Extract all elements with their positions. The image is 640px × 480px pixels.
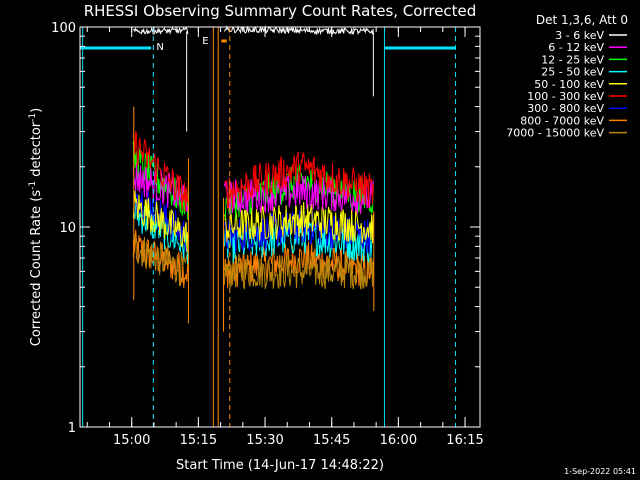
x-axis: 15:00 15:15 15:30 15:45 16:00 16:15 <box>86 27 484 448</box>
x-tick-label: 15:15 <box>180 433 217 448</box>
y-axis-label-sup2: -1 <box>28 113 38 122</box>
y-tick-label: 100 <box>51 21 76 36</box>
y-axis-label-sup1: -1 <box>28 181 38 190</box>
series-line-4 <box>132 190 189 253</box>
legend-entry-label: 6 - 12 keV <box>548 41 604 54</box>
series-line-5 <box>132 131 189 212</box>
x-tick-label: 15:30 <box>246 433 283 448</box>
legend-title: Det 1,3,6, Att 0 <box>536 13 628 27</box>
y-axis: 1 10 100 <box>51 21 480 436</box>
y-tick-label: 10 <box>59 221 76 236</box>
x-axis-label: Start Time (14-Jun-17 14:48:22) <box>176 458 384 473</box>
flag-label-n: N <box>156 42 163 53</box>
legend-entry-label: 25 - 50 keV <box>541 66 604 79</box>
y-axis-label-main: Corrected Count Rate (s <box>29 190 44 347</box>
legend-entry-label: 3 - 6 keV <box>555 29 604 42</box>
series-marks <box>132 25 374 290</box>
legend-entry-label: 800 - 7000 keV <box>520 114 604 127</box>
legend-entry-label: 50 - 100 keV <box>534 78 604 91</box>
series-line-6 <box>224 209 374 254</box>
series-line-4 <box>224 201 374 244</box>
x-tick-label: 16:15 <box>446 433 483 448</box>
legend-entry-label: 7000 - 15000 keV <box>506 127 604 140</box>
legend-entry-label: 12 - 25 keV <box>541 53 604 66</box>
series-line-5 <box>224 151 374 210</box>
y-tick-label: 1 <box>68 421 76 436</box>
footer-date: 1-Sep-2022 05:41 <box>564 467 636 476</box>
series-line-7 <box>132 229 189 288</box>
series-line-3 <box>132 198 189 265</box>
flag-label-e: E <box>202 36 208 47</box>
series-line-6 <box>132 179 189 253</box>
legend-entry-label: 100 - 300 keV <box>527 90 604 103</box>
series-line-8 <box>132 233 189 287</box>
y-axis-label-mid: detector <box>29 121 44 181</box>
series-line-8 <box>224 253 374 290</box>
y-axis-label-end: ) <box>29 108 44 113</box>
series-line-0 <box>224 25 374 36</box>
x-tick-label: 15:00 <box>113 433 150 448</box>
legend-entry-label: 300 - 800 keV <box>527 102 604 115</box>
y-axis-label: Corrected Count Rate (s-1 detector-1) <box>28 108 44 346</box>
x-tick-label: 16:00 <box>380 433 417 448</box>
x-tick-label: 15:45 <box>313 433 350 448</box>
series-line-0 <box>132 26 189 35</box>
chart-title: RHESSI Observing Summary Count Rates, Co… <box>84 2 477 20</box>
